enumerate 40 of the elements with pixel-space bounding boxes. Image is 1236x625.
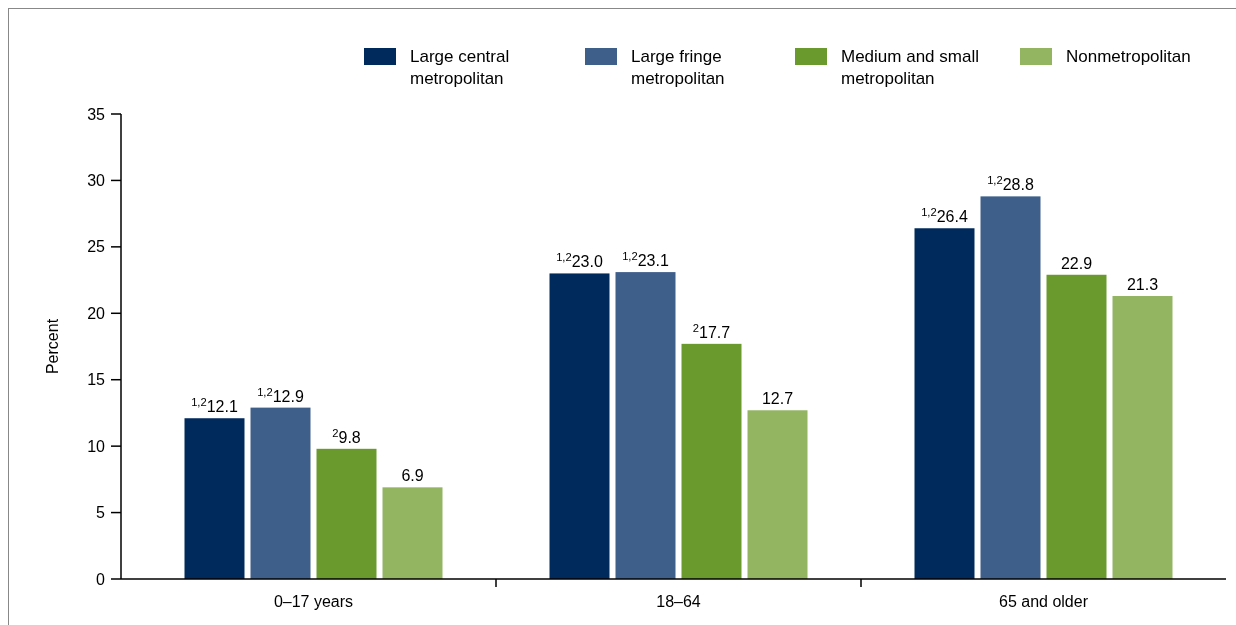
- legend-label: Large central metropolitan: [410, 47, 510, 88]
- data-label: $^{2}$9.8: [332, 426, 361, 446]
- x-tick-label: 0–17 years: [273, 593, 354, 610]
- y-tick-label: 10: [87, 437, 106, 455]
- bar: [980, 196, 1041, 579]
- legend-label: Nonmetropolitan: [1066, 47, 1191, 66]
- bar: [1112, 296, 1173, 579]
- bar: [615, 272, 676, 579]
- data-label: 12.7: [761, 390, 794, 408]
- y-tick-label: 20: [87, 304, 106, 322]
- bar: [1046, 274, 1107, 579]
- y-tick-label: 25: [87, 238, 106, 256]
- x-tick-label: 18–64: [656, 593, 701, 610]
- data-label: 22.9: [1060, 254, 1093, 272]
- data-label: $^{1,2}$23.0: [556, 251, 603, 271]
- bar: [250, 407, 311, 579]
- bar: [184, 418, 245, 579]
- y-tick-label: 30: [87, 172, 106, 190]
- data-label: $^{1,2}$23.1: [622, 250, 669, 270]
- y-tick-label: 35: [87, 105, 106, 123]
- data-label: $^{1,2}$12.1: [191, 396, 238, 416]
- legend-label: Large fringe metropolitan: [631, 47, 725, 88]
- y-axis-title: Percent: [44, 318, 61, 375]
- bar: [747, 410, 808, 579]
- data-label: $^{1,2}$28.8: [987, 174, 1034, 194]
- legend-label: Medium and small metropolitan: [841, 47, 979, 88]
- x-tick-label: 65 and older: [999, 593, 1089, 610]
- bar: [681, 343, 742, 579]
- data-label: $^{1,2}$26.4: [921, 206, 968, 226]
- data-label: 6.9: [401, 467, 424, 485]
- data-label: 21.3: [1126, 276, 1159, 294]
- bar: [316, 448, 377, 579]
- data-label: $^{1,2}$12.9: [257, 385, 304, 405]
- bar: [914, 228, 975, 579]
- y-tick-label: 0: [96, 570, 106, 588]
- y-tick-label: 15: [87, 371, 106, 389]
- y-tick-label: 5: [96, 504, 106, 522]
- data-label: $^{2}$17.7: [692, 321, 731, 341]
- bar: [549, 273, 610, 579]
- bar: [382, 487, 443, 579]
